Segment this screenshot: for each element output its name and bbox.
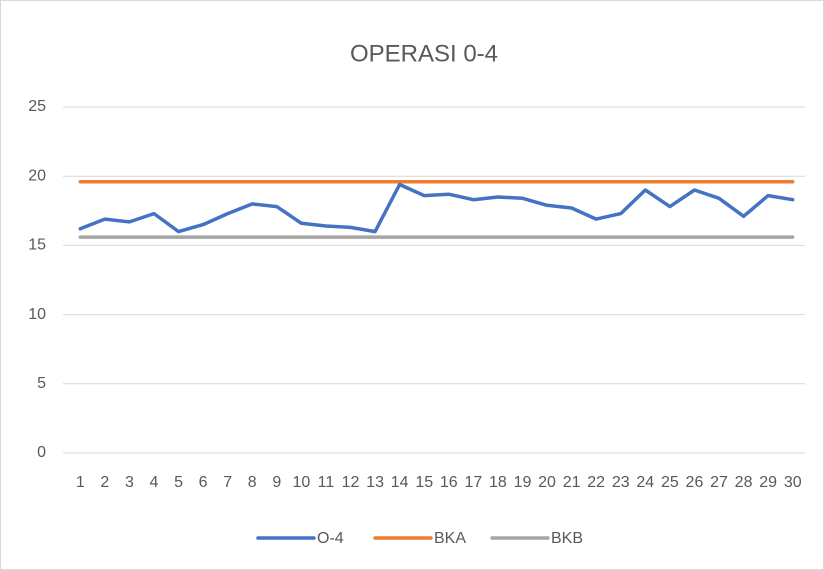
- x-tick-label: 22: [587, 474, 605, 491]
- x-tick-label: 9: [272, 474, 281, 491]
- x-tick-label: 2: [100, 474, 109, 491]
- x-tick-label: 12: [342, 474, 360, 491]
- x-tick-label: 6: [199, 474, 208, 491]
- x-tick-label: 1: [76, 474, 85, 491]
- x-tick-label: 19: [514, 474, 532, 491]
- x-tick-label: 24: [636, 474, 654, 491]
- chart-title: OPERASI 0-4: [350, 40, 498, 67]
- x-tick-label: 5: [174, 474, 183, 491]
- y-tick-label: 15: [28, 237, 46, 254]
- x-tick-label: 10: [292, 474, 310, 491]
- y-tick-label: 25: [28, 98, 46, 115]
- legend-label: BKB: [551, 530, 583, 547]
- x-tick-label: 17: [464, 474, 482, 491]
- y-tick-label: 20: [28, 167, 46, 184]
- x-tick-label: 13: [366, 474, 384, 491]
- x-tick-label: 4: [150, 474, 159, 491]
- x-tick-label: 29: [759, 474, 777, 491]
- x-tick-label: 27: [710, 474, 728, 491]
- y-tick-label: 10: [28, 306, 46, 323]
- x-tick-label: 23: [612, 474, 630, 491]
- x-tick-label: 30: [784, 474, 802, 491]
- x-tick-label: 3: [125, 474, 134, 491]
- series-line: [78, 182, 795, 234]
- y-tick-label: 5: [37, 375, 46, 392]
- x-tick-label: 7: [223, 474, 232, 491]
- x-tick-label: 15: [415, 474, 433, 491]
- legend-label: BKA: [434, 530, 466, 547]
- x-tick-label: 28: [735, 474, 753, 491]
- x-tick-label: 25: [661, 474, 679, 491]
- legend-label: O-4: [317, 530, 344, 547]
- x-tick-label: 18: [489, 474, 507, 491]
- x-tick-label: 8: [248, 474, 257, 491]
- x-tick-label: 26: [686, 474, 704, 491]
- x-tick-label: 16: [440, 474, 458, 491]
- x-tick-label: 14: [391, 474, 409, 491]
- x-tick-label: 20: [538, 474, 556, 491]
- y-tick-label: 0: [37, 444, 46, 461]
- x-tick-label: 11: [318, 474, 335, 491]
- x-tick-label: 21: [563, 474, 581, 491]
